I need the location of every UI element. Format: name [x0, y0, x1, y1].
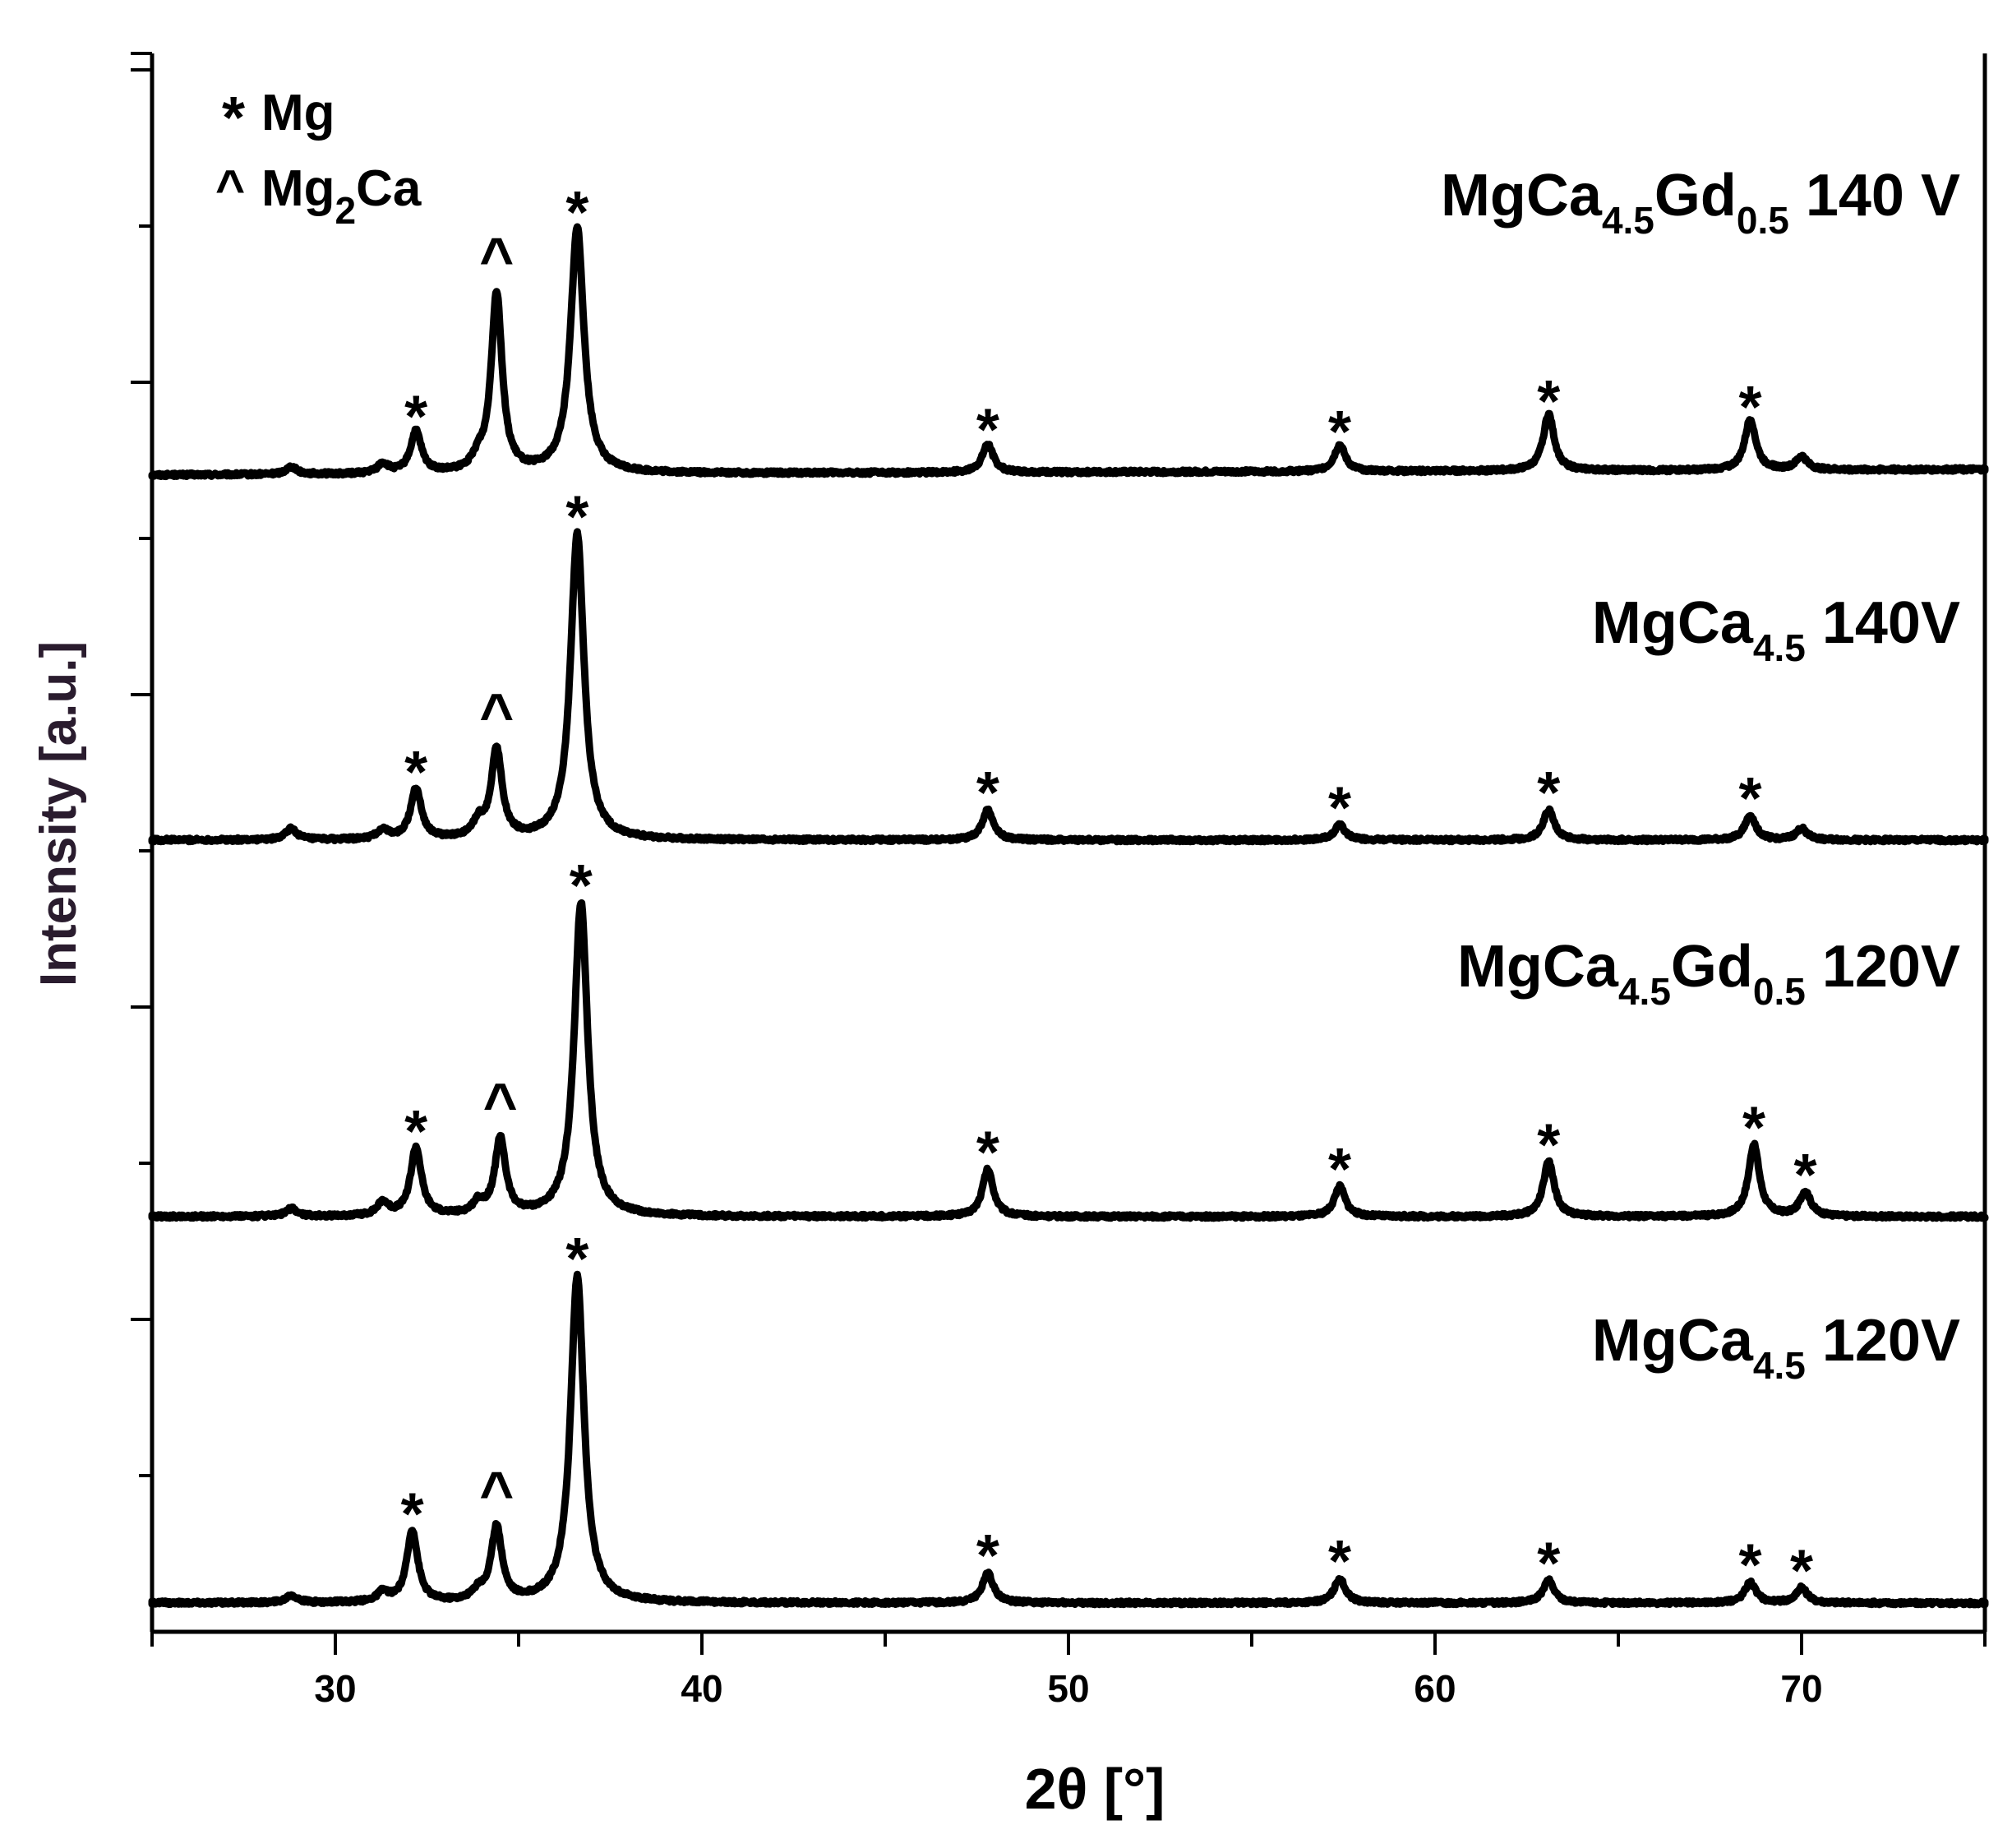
mg-peak-marker: * — [1742, 1096, 1765, 1162]
mg-peak-marker: * — [401, 1482, 424, 1548]
mg-peak-marker: * — [1328, 776, 1351, 842]
mg-peak-marker: * — [976, 398, 999, 464]
mg-peak-marker: * — [1537, 369, 1560, 435]
mg2ca-peak-marker: ^ — [483, 1072, 518, 1138]
chart-axes: 30 40 50 60 70 — [131, 52, 1987, 1710]
mg-peak-marker: * — [1790, 1539, 1813, 1605]
mg-peak-marker: * — [1537, 1112, 1560, 1178]
legend-mg2ca-symbol: ^ — [215, 160, 245, 217]
series-labels: MgCa4.5Gd0.5 140 V MgCa4.5 140V MgCa4.5Gd0… — [1441, 163, 1960, 1387]
x-tick-label: 60 — [1414, 1667, 1456, 1710]
series-line — [148, 528, 1989, 846]
mg2ca-peak-marker: ^ — [479, 1460, 514, 1526]
mg-peak-marker: * — [565, 484, 588, 550]
mg-peak-marker: * — [1537, 760, 1560, 826]
x-tick-label: 70 — [1780, 1667, 1822, 1710]
mg-peak-marker: * — [565, 180, 588, 246]
mg-peak-marker: * — [570, 853, 593, 919]
x-tick-label: 40 — [681, 1667, 722, 1710]
series-label: MgCa4.5 120V — [1592, 1308, 1960, 1387]
series-layer — [148, 223, 1989, 1609]
legend-mg-symbol: * — [222, 85, 245, 151]
mg-peak-marker: * — [1739, 766, 1762, 832]
mg2ca-peak-marker: ^ — [479, 227, 514, 293]
x-axis-title: 2θ [°] — [1025, 1757, 1165, 1821]
mg-peak-marker: * — [1328, 1137, 1351, 1203]
series-label: MgCa4.5Gd0.5 140 V — [1441, 163, 1960, 242]
mg-peak-marker: * — [976, 760, 999, 826]
mg-peak-marker: * — [404, 384, 427, 450]
series-label: MgCa4.5Gd0.5 120V — [1457, 934, 1960, 1013]
series-line — [148, 223, 1989, 481]
mg-peak-marker: * — [1328, 400, 1351, 465]
legend-mg-label: Mg — [261, 85, 335, 141]
legend: * Mg ^ Mg2Ca — [215, 85, 422, 232]
mg-peak-marker: * — [976, 1523, 999, 1589]
mg2ca-peak-marker: ^ — [479, 682, 514, 748]
mg-peak-marker: * — [976, 1120, 999, 1186]
mg-peak-marker: * — [404, 1099, 427, 1165]
mg-peak-marker: * — [1739, 1533, 1762, 1599]
y-axis-title: Intensity [a.u.] — [30, 641, 87, 986]
mg-peak-marker: * — [1793, 1143, 1816, 1208]
mg-peak-marker: * — [565, 1227, 588, 1292]
mg-peak-marker: * — [1739, 375, 1762, 441]
x-tick-label: 30 — [314, 1667, 356, 1710]
mg-peak-marker: * — [404, 740, 427, 806]
series-line — [148, 899, 1989, 1222]
peak-markers: * ^ * * * * * * ^ * * * * * * ^ * * * * * * * ^ * * * * * * — [401, 180, 1817, 1605]
legend-mg2ca-label: Mg2Ca — [261, 160, 422, 232]
series-line — [148, 1270, 1989, 1609]
x-tick-label: 50 — [1047, 1667, 1089, 1710]
mg-peak-marker: * — [1537, 1531, 1560, 1596]
mg-peak-marker: * — [1328, 1529, 1351, 1595]
series-label: MgCa4.5 140V — [1592, 590, 1960, 669]
